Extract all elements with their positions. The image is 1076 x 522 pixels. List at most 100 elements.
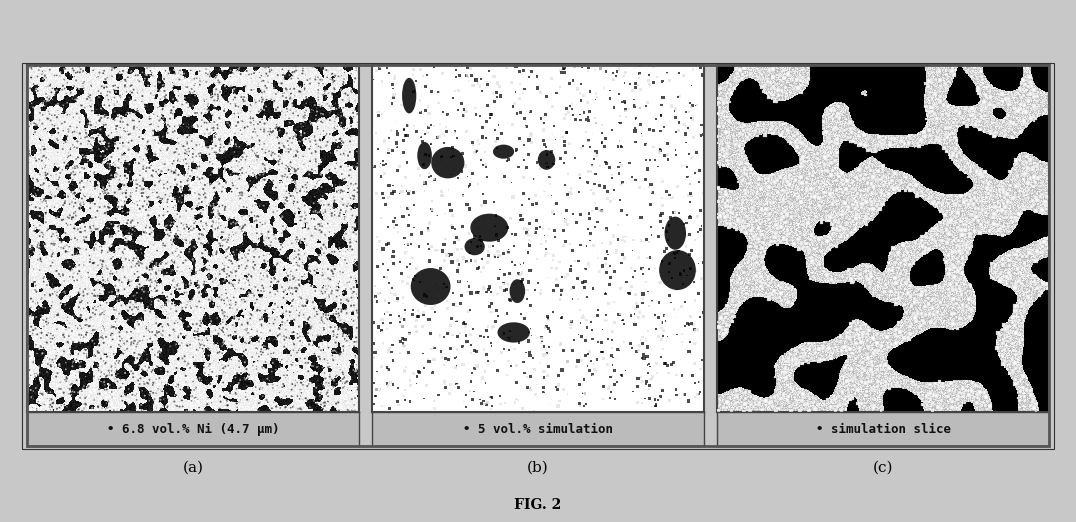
Point <box>60 392 77 400</box>
Point <box>66 64 83 72</box>
Point <box>745 275 762 283</box>
Point <box>250 80 267 88</box>
Point <box>411 408 428 417</box>
Point <box>421 65 438 74</box>
Point <box>552 102 569 111</box>
Point <box>515 347 533 355</box>
Point <box>161 221 179 230</box>
Point <box>171 341 188 350</box>
Point <box>103 323 121 331</box>
Point <box>188 371 206 379</box>
Point <box>132 354 150 362</box>
Point <box>475 70 492 78</box>
Point <box>70 338 87 347</box>
Point <box>110 175 127 183</box>
Point <box>506 246 523 254</box>
Point <box>627 363 645 372</box>
Point <box>293 293 310 301</box>
Point <box>566 200 583 208</box>
Point <box>291 262 308 270</box>
Point <box>213 349 230 358</box>
Point <box>680 184 697 193</box>
Point <box>785 131 803 139</box>
Point <box>587 148 605 156</box>
Point <box>584 284 601 292</box>
Point <box>585 155 603 163</box>
Point <box>257 102 274 111</box>
Point <box>866 327 883 335</box>
Point <box>905 310 922 318</box>
Point <box>162 281 180 289</box>
Point <box>345 255 363 263</box>
Point <box>467 146 484 154</box>
Point <box>158 222 175 230</box>
Point <box>851 141 868 149</box>
Point <box>615 201 633 210</box>
Point <box>38 314 55 323</box>
Point <box>662 288 679 296</box>
Point <box>241 339 258 347</box>
Point <box>1003 133 1020 141</box>
Point <box>216 203 233 211</box>
Point <box>343 298 360 306</box>
Point <box>204 358 222 366</box>
Point <box>639 386 656 395</box>
Point <box>134 379 152 387</box>
Point <box>175 224 193 233</box>
Point <box>416 120 434 128</box>
Point <box>313 199 330 208</box>
Point <box>158 198 175 206</box>
Point <box>152 394 169 402</box>
Point <box>58 70 75 79</box>
Point <box>204 184 222 193</box>
Point <box>906 299 923 307</box>
Point <box>260 314 278 322</box>
Point <box>366 297 383 305</box>
Point <box>330 244 348 252</box>
Point <box>582 186 599 194</box>
Point <box>192 179 209 187</box>
Point <box>428 375 445 384</box>
Point <box>100 162 117 170</box>
Point <box>478 399 495 407</box>
Point <box>62 380 80 388</box>
Point <box>288 170 306 179</box>
Point <box>74 406 91 414</box>
Point <box>39 109 56 117</box>
Point <box>36 152 53 160</box>
Point <box>994 339 1011 348</box>
Point <box>95 335 112 343</box>
Point <box>45 313 62 321</box>
Point <box>1002 118 1019 126</box>
Point <box>42 68 59 76</box>
Point <box>689 101 706 110</box>
Point <box>141 223 158 232</box>
Point <box>76 187 94 195</box>
Point <box>605 75 622 84</box>
Point <box>83 329 100 338</box>
Point <box>101 340 118 348</box>
Point <box>834 343 851 351</box>
Point <box>134 228 152 236</box>
Point <box>34 77 52 85</box>
Point <box>209 121 226 129</box>
Point <box>711 151 728 159</box>
Point <box>88 118 105 127</box>
Point <box>342 122 359 130</box>
Point <box>227 298 244 306</box>
Point <box>897 279 915 287</box>
Point <box>365 227 382 235</box>
Point <box>25 278 42 286</box>
Point <box>150 250 167 258</box>
Point <box>179 334 196 342</box>
Point <box>201 347 218 355</box>
Point <box>36 135 53 144</box>
Point <box>250 212 267 221</box>
Point <box>99 203 116 211</box>
Point <box>108 163 125 171</box>
Point <box>366 87 383 95</box>
Point <box>551 143 568 151</box>
Point <box>19 102 37 111</box>
Point <box>136 245 153 253</box>
Point <box>214 73 231 81</box>
